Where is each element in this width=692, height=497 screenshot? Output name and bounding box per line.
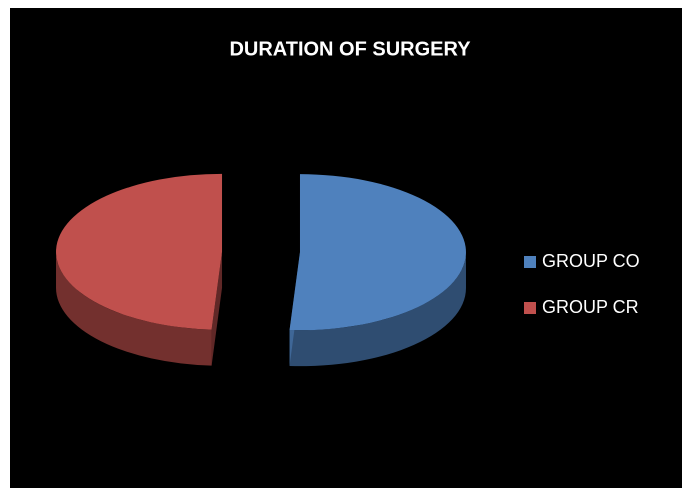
slice-cut-face	[211, 251, 223, 366]
legend-label: GROUP CO	[542, 251, 640, 271]
slice-top	[56, 173, 223, 330]
slice-side	[56, 251, 212, 366]
chart-title: DURATION OF SURGERY	[229, 38, 471, 60]
slice	[289, 174, 466, 367]
legend-label: GROUP CR	[542, 297, 639, 317]
legend-swatch	[524, 256, 536, 268]
slice-side	[289, 252, 466, 367]
legend-swatch	[524, 302, 536, 314]
slice-top	[289, 174, 466, 331]
slice	[56, 173, 223, 366]
